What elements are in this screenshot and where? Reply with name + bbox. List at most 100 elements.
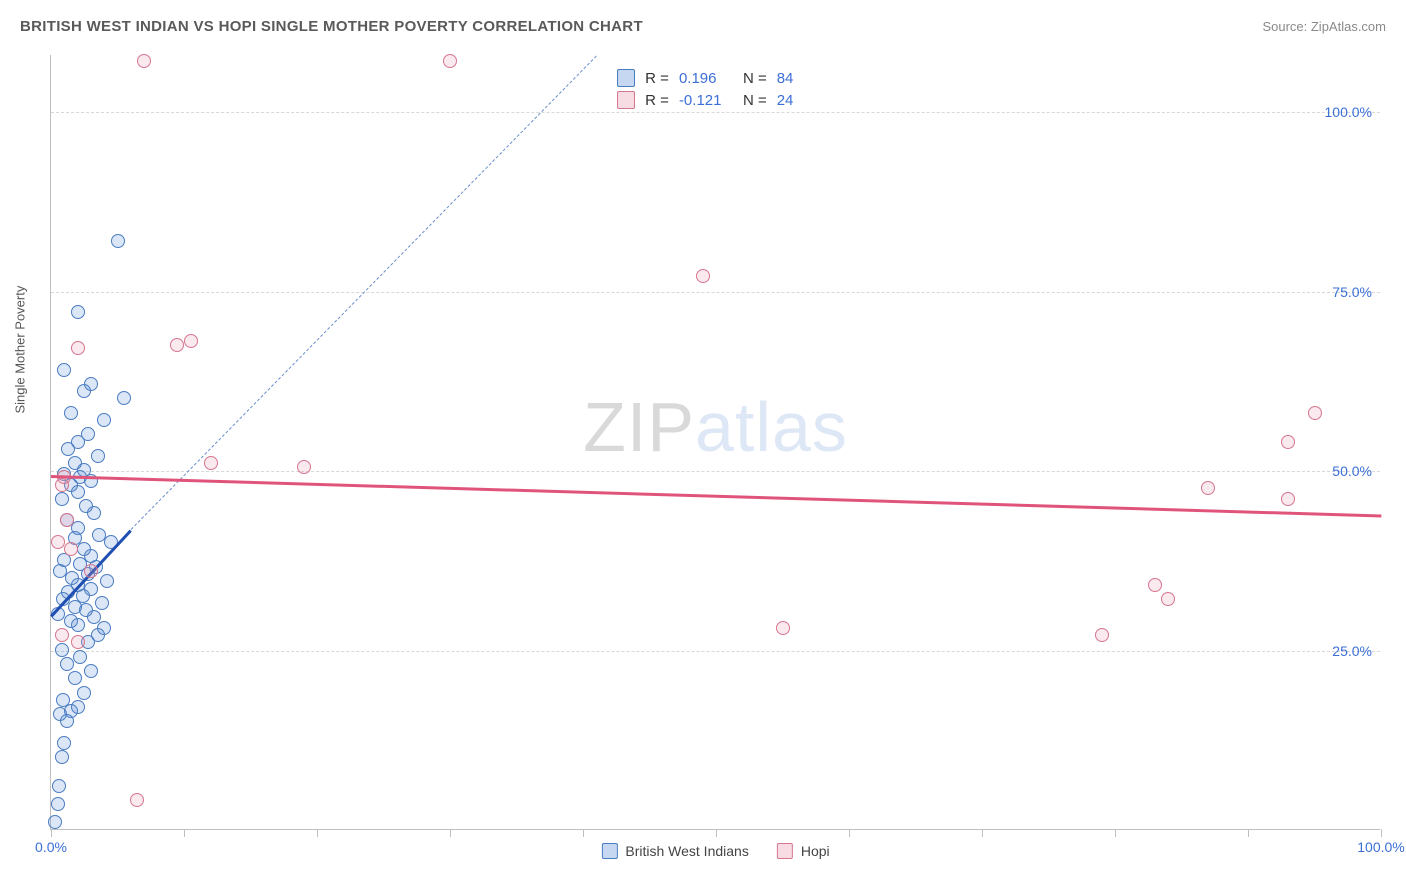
data-point [84, 664, 98, 678]
data-point [91, 449, 105, 463]
data-point [100, 574, 114, 588]
legend-swatch [601, 843, 617, 859]
data-point [81, 427, 95, 441]
data-point [1148, 578, 1162, 592]
stat-n-label: N = [743, 70, 767, 87]
y-tick-label: 50.0% [1332, 463, 1372, 479]
data-point [204, 456, 218, 470]
data-point [64, 406, 78, 420]
data-point [51, 797, 65, 811]
data-point [57, 363, 71, 377]
y-tick-label: 25.0% [1332, 643, 1372, 659]
data-point [77, 686, 91, 700]
data-point [71, 700, 85, 714]
trend-line [51, 475, 1381, 517]
data-point [1095, 628, 1109, 642]
x-tick [184, 829, 185, 837]
data-point [95, 596, 109, 610]
data-point [1161, 592, 1175, 606]
data-point [64, 542, 78, 556]
x-tick [317, 829, 318, 837]
chart-container: Single Mother Poverty ZIPatlas R =0.196N… [25, 55, 1385, 885]
data-point [48, 815, 62, 829]
data-point [71, 341, 85, 355]
stat-r-label: R = [645, 92, 669, 109]
data-point [68, 671, 82, 685]
legend-item: Hopi [777, 843, 830, 859]
data-point [97, 413, 111, 427]
data-point [57, 736, 71, 750]
gridline [51, 471, 1380, 472]
data-point [776, 621, 790, 635]
source-prefix: Source: [1262, 19, 1310, 34]
data-point [68, 456, 82, 470]
data-point [130, 793, 144, 807]
x-tick [1115, 829, 1116, 837]
x-tick [51, 829, 52, 837]
source-attribution: Source: ZipAtlas.com [1262, 19, 1386, 34]
legend-swatch [777, 843, 793, 859]
data-point [170, 338, 184, 352]
data-point [71, 635, 85, 649]
data-point [56, 693, 70, 707]
x-tick-label: 0.0% [35, 839, 67, 855]
data-point [65, 571, 79, 585]
data-point [297, 460, 311, 474]
data-point [443, 54, 457, 68]
x-tick [716, 829, 717, 837]
correlation-stats-box: R =0.196N =84R =-0.121N =24 [609, 63, 839, 115]
data-point [84, 582, 98, 596]
x-tick [450, 829, 451, 837]
x-tick [849, 829, 850, 837]
data-point [60, 513, 74, 527]
data-point [1308, 406, 1322, 420]
source-link[interactable]: ZipAtlas.com [1311, 19, 1386, 34]
data-point [1281, 435, 1295, 449]
y-tick-label: 100.0% [1325, 104, 1372, 120]
watermark: ZIPatlas [583, 387, 848, 467]
stats-row: R = 0.196 N = 84 [617, 67, 831, 89]
data-point [60, 657, 74, 671]
data-point [84, 377, 98, 391]
stat-n-value: 84 [777, 70, 831, 87]
stats-row: R =-0.121N =24 [617, 89, 831, 111]
gridline [51, 292, 1380, 293]
data-point [97, 621, 111, 635]
data-point [84, 564, 98, 578]
x-tick [583, 829, 584, 837]
watermark-text-a: ZIP [583, 388, 695, 466]
data-point [55, 492, 69, 506]
data-point [111, 234, 125, 248]
x-tick [982, 829, 983, 837]
x-tick [1381, 829, 1382, 837]
stat-n-value: 24 [777, 92, 831, 109]
scatter-plot: ZIPatlas R =0.196N =84R =-0.121N =24 Bri… [50, 55, 1380, 830]
data-point [137, 54, 151, 68]
chart-title: BRITISH WEST INDIAN VS HOPI SINGLE MOTHE… [20, 18, 643, 35]
stat-r-value: 0.196 [679, 70, 733, 87]
data-point [92, 528, 106, 542]
legend-label: British West Indians [625, 843, 748, 859]
y-axis-label: Single Mother Poverty [13, 286, 28, 414]
y-tick-label: 75.0% [1332, 284, 1372, 300]
x-tick [1248, 829, 1249, 837]
gridline [51, 112, 1380, 113]
gridline [51, 651, 1380, 652]
watermark-text-b: atlas [695, 388, 848, 466]
x-tick-label: 100.0% [1357, 839, 1404, 855]
legend-swatch [617, 91, 635, 109]
data-point [55, 643, 69, 657]
data-point [77, 542, 91, 556]
stat-r-value: -0.121 [679, 92, 733, 109]
data-point [55, 750, 69, 764]
data-point [79, 499, 93, 513]
legend: British West Indians Hopi [601, 843, 829, 859]
stat-r-label: R = [645, 70, 669, 87]
data-point [52, 779, 66, 793]
data-point [73, 650, 87, 664]
data-point [696, 269, 710, 283]
legend-label: Hopi [801, 843, 830, 859]
data-point [117, 391, 131, 405]
data-point [51, 535, 65, 549]
data-point [1281, 492, 1295, 506]
